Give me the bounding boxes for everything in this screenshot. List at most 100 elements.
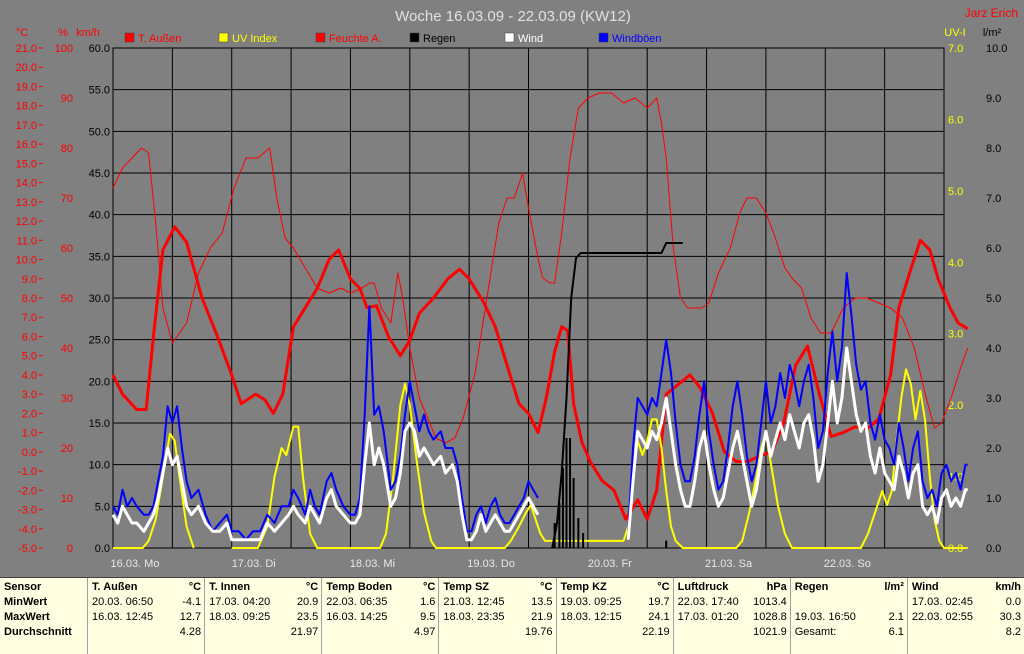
stat-average: 21.97 [290,626,319,638]
temp-tick-label: 12.0 [16,216,37,228]
wind-tick-label: 25.0 [89,335,110,347]
row-label-min: MinWert [4,596,48,608]
day-label: 19.03. Do [467,558,515,570]
stat-sensor-name: Luftdruck [677,581,729,593]
wind-tick-label: 35.0 [89,251,110,263]
rain-tick-label: 5.0 [986,293,1001,305]
rain-tick-label: 7.0 [986,193,1001,205]
stat-average: 4.28 [179,626,202,638]
rain-tick-label: 8.0 [986,143,1001,155]
wind-tick-label: 0.0 [95,543,110,555]
humidity-tick-label: 70 [61,193,73,205]
temp-tick-label: 0.0 [22,447,37,459]
temp-tick-label: 21.0 [16,43,37,55]
rain-tick-label: 3.0 [986,393,1001,405]
row-label-avg: Durchschnitt [4,626,72,638]
day-label: 21.03. Sa [705,558,753,570]
day-label: 20.03. Fr [588,558,632,570]
chart-title: Woche 16.03.09 - 22.03.09 (KW12) [395,8,631,25]
series-line-regen [551,242,683,549]
temp-tick-label: 8.0 [22,293,37,305]
day-label: 17.03. Di [232,558,276,570]
temp-tick-label: 1.0 [22,428,37,440]
stat-min-time: 17.03. 04:20 [209,596,271,608]
rain-axis: 10.0 9.0 8.0 7.0 6.0 5.0 4.0 3.0 2.0 1.0 0.0 [986,43,1007,555]
stat-unit: °C [657,581,670,593]
weather-chart: 21.0 20.0 19.0 18.0 17.0 16.0 15.0 14.0 13.0 12.0… [15,6,1018,570]
x-axis-day-labels: 16.03. Mo 17.03. Di 18.03. Mi 19.03. Do 20.0… [111,558,871,570]
humidity-tick-label: 0 [67,543,73,555]
wind-tick-label: 15.0 [89,418,110,430]
wind-tick-label: 60.0 [89,43,110,55]
wind-tick-label: 20.0 [89,376,110,388]
stat-max-time: 17.03. 01:20 [677,611,739,623]
data-series [111,92,969,549]
stat-max-time: 18.03. 09:25 [209,611,271,623]
temp-tick-label: 18.0 [16,101,37,113]
stat-sensor-name: Wind [911,581,939,593]
stat-sensor-name: T. Innen [209,581,251,593]
temp-tick-label: 10.0 [16,255,37,267]
legend-label: UV Index [232,33,278,45]
row-label-max: MaxWert [4,611,50,623]
wind-tick-label: 45.0 [89,168,110,180]
humidity-tick-label: 40 [61,343,73,355]
rain-tick-label: 1.0 [986,493,1001,505]
temp-tick-label: 5.0 [22,351,37,363]
rain-tick-label: 2.0 [986,443,1001,455]
stat-average: 6.1 [888,626,904,638]
stat-min-value: 13.5 [531,596,553,608]
legend-swatch [598,32,609,43]
stat-max-value: 24.1 [648,611,670,623]
stat-average: 4.97 [413,626,436,638]
temp-tick-label: 15.0 [16,158,37,170]
stat-sensor-name: Temp Boden [326,581,393,593]
day-label: 18.03. Mi [350,558,395,570]
stat-min-value [874,595,904,610]
legend-label: Regen [423,33,455,45]
rain-tick-label: 0.0 [986,543,1001,555]
stat-max-time: 16.03. 12:45 [92,611,154,623]
temp-tick-label: -4.0 [18,524,37,536]
legend-label: T. Außen [138,33,181,45]
uv-tick-label: 2.0 [948,400,963,412]
temp-tick-label: -1.0 [18,466,37,478]
uv-tick-label: 7.0 [948,43,963,55]
author-label: Jarz Erich [965,6,1018,20]
legend-swatch [218,32,229,43]
legend-swatch [409,32,420,43]
stat-max-time: 16.03. 14:25 [326,611,388,623]
legend-swatch [315,32,326,43]
stat-max-time: 22.03. 02:55 [911,611,974,623]
legend-label: Feuchte A. [329,33,382,45]
temp-tick-label: 17.0 [16,120,37,132]
legend-swatch [504,32,515,43]
stats-column: Temp KZ °C 19.03. 09:25 19.7 18.03. 12:15 24.… [557,578,674,654]
humidity-unit-label: % [58,27,68,39]
stat-min-time: 21.03. 12:45 [443,596,505,608]
wind-tick-label: 40.0 [89,210,110,222]
rain-tick-label: 6.0 [986,243,1001,255]
stats-row-labels: Sensor MinWert MaxWert Durchschnitt [0,578,88,654]
series-line-t-au-en [111,225,969,521]
rain-tick-label: 10.0 [986,43,1007,55]
stat-max-time: 18.03. 23:35 [443,611,505,623]
wind-tick-label: 5.0 [95,501,110,513]
temp-tick-label: -3.0 [18,505,37,517]
stat-min-time: 22.03. 17:40 [677,596,739,608]
stat-average: 8.2 [1005,626,1021,638]
series-line-feuchte-a- [112,92,969,444]
rain-tick-label: 9.0 [986,93,1001,105]
uv-tick-label: 4.0 [948,257,963,269]
wind-axis: 60.0 55.0 50.0 45.0 40.0 35.0 30.0 25.0 20.0 15.0… [89,43,110,555]
legend-label: Windböen [612,33,662,45]
stat-min-value: 1013.4 [753,596,787,608]
temp-tick-label: 13.0 [16,197,37,209]
temp-unit-label: °C [16,27,28,39]
temp-tick-label: 19.0 [16,81,37,93]
stat-min-value: 0.0 [1005,596,1021,608]
stat-unit: l/m² [884,581,904,593]
stat-sensor-name: Temp SZ [443,581,490,593]
stat-average: 19.76 [524,626,553,638]
stat-sensor-name: Regen [794,581,829,593]
